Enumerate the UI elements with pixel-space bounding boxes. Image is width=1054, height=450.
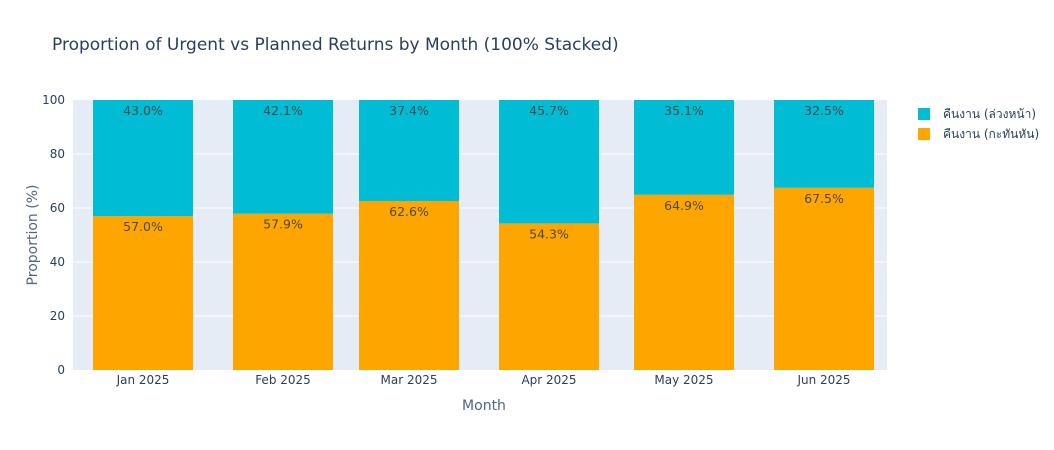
x-axis-title: Month	[462, 398, 506, 414]
legend-label: คืนงาน (ล่วงหน้า)	[943, 107, 1036, 121]
bar-labels: 57.0% 43.0% 57.9% 42.1% 62.6% 37.4% 54.3% 45.7%…	[123, 103, 844, 241]
x-tick-label: Jun 2025	[796, 373, 850, 387]
bar-planned	[233, 100, 333, 214]
bar-urgent	[359, 200, 459, 370]
x-tick-label: Jan 2025	[116, 373, 170, 387]
y-tick-label: 0	[57, 363, 65, 377]
y-tick-label: 80	[50, 147, 65, 161]
chart-title: Proportion of Urgent vs Planned Returns …	[52, 35, 619, 55]
bar-value-label: 67.5%	[804, 191, 844, 206]
bar-value-label: 57.0%	[123, 219, 163, 234]
y-axis-title: Proportion (%)	[25, 185, 41, 286]
bar-value-label: 54.3%	[529, 226, 569, 241]
legend-label: คืนงาน (กะทันหัน)	[943, 127, 1039, 141]
bar-planned	[774, 100, 874, 188]
y-tick-label: 100	[42, 93, 65, 107]
bar-urgent	[93, 216, 193, 370]
bar-value-label: 42.1%	[263, 103, 303, 118]
y-tick-label: 60	[50, 201, 65, 215]
x-tick-label: Mar 2025	[381, 373, 438, 387]
legend-swatch	[918, 108, 930, 120]
x-tick-label: Feb 2025	[255, 373, 311, 387]
gridlines	[73, 153, 887, 317]
bar-urgent	[774, 187, 874, 370]
x-tick-label: May 2025	[654, 373, 713, 387]
bar-value-label: 35.1%	[664, 103, 704, 118]
bar-value-label: 57.9%	[263, 217, 303, 232]
bar-urgent	[634, 194, 734, 370]
bar-urgent	[233, 213, 333, 370]
x-tick-label: Apr 2025	[521, 373, 576, 387]
bar-planned	[499, 100, 599, 224]
plot-background	[73, 100, 887, 370]
bar-value-label: 37.4%	[389, 103, 429, 118]
x-tick-labels: Jan 2025 Feb 2025 Mar 2025 Apr 2025 May 2025…	[116, 373, 851, 387]
bar-value-label: 64.9%	[664, 198, 704, 213]
bar-value-label: 43.0%	[123, 103, 163, 118]
y-tick-label: 20	[50, 309, 65, 323]
bar-value-label: 32.5%	[804, 103, 844, 118]
y-tick-labels: 0 20 40 60 80 100	[42, 93, 65, 377]
bar-planned	[93, 100, 193, 217]
bar-planned	[359, 100, 459, 201]
bar-urgent	[499, 223, 599, 370]
bar-value-label: 62.6%	[389, 204, 429, 219]
bar-planned	[634, 100, 734, 195]
bars	[93, 100, 874, 370]
legend: คืนงาน (ล่วงหน้า) คืนงาน (กะทันหัน)	[918, 107, 1039, 141]
y-tick-label: 40	[50, 255, 65, 269]
bar-value-label: 45.7%	[529, 103, 569, 118]
legend-swatch	[918, 128, 930, 140]
